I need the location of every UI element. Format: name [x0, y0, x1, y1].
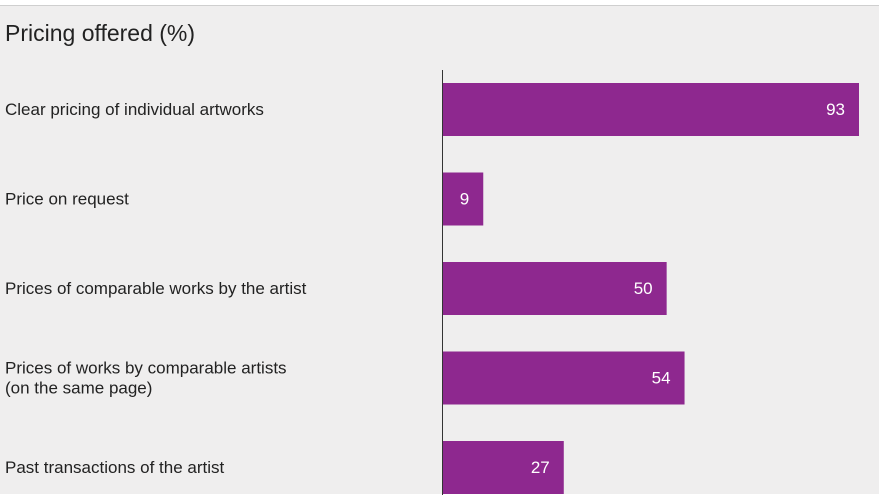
bar-chart: 93 Clear pricing of individual artworks 9 P…: [5, 70, 859, 495]
category-label-line: (on the same page): [5, 379, 152, 398]
bar: [443, 351, 685, 405]
category-label: Prices of works by comparable artists (on…: [5, 359, 287, 398]
category-label: Past transactions of the artist: [5, 458, 224, 477]
bar-value-label: 9: [460, 190, 469, 209]
category-label-line: Prices of works by comparable artists: [5, 359, 287, 378]
category-label-line: Price on request: [5, 190, 129, 209]
category-label-line: Prices of comparable works by the artist: [5, 279, 307, 298]
bar-value-label: 27: [531, 458, 550, 477]
category-label: Prices of comparable works by the artist: [5, 279, 307, 298]
chart-title: Pricing offered (%): [5, 20, 196, 46]
category-label: Price on request: [5, 190, 129, 209]
category-label: Clear pricing of individual artworks: [5, 100, 264, 119]
category-label-line: Clear pricing of individual artworks: [5, 100, 264, 119]
bar-value-label: 54: [652, 369, 671, 388]
category-label-line: Past transactions of the artist: [5, 458, 224, 477]
bar-value-label: 93: [826, 100, 845, 119]
bar: [443, 262, 667, 315]
bar: [443, 441, 564, 494]
bar: [443, 172, 484, 226]
bar: [443, 83, 859, 136]
chart-panel: Pricing offered (%) 93 Clear pricing of i…: [0, 5, 879, 495]
bar-value-label: 50: [634, 279, 653, 298]
